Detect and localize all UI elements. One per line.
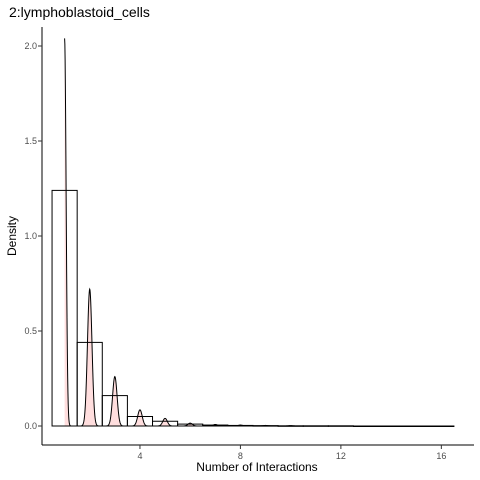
histogram-layer [52, 190, 454, 426]
density-curve [65, 38, 449, 426]
x-tick-label: 16 [436, 451, 446, 461]
y-axis-ticks: 0.0 0.5 1.0 1.5 2.0 [24, 41, 42, 431]
x-tick-label: 4 [137, 451, 142, 461]
y-tick-label: 0.5 [24, 326, 37, 336]
density-line-layer [65, 38, 449, 426]
y-tick-label: 1.5 [24, 136, 37, 146]
y-axis-label: Density [5, 216, 19, 256]
y-tick-label: 2.0 [24, 41, 37, 51]
density-fill-layer [65, 38, 449, 426]
chart-title: 2:lymphoblastoid_cells [9, 4, 150, 20]
plot-area [52, 38, 454, 426]
y-tick-label: 0.0 [24, 421, 37, 431]
density-area [65, 38, 449, 426]
x-axis-ticks: 4 8 12 16 [137, 445, 446, 461]
x-tick-label: 12 [336, 451, 346, 461]
x-axis-label: Number of Interactions [196, 460, 317, 474]
y-tick-label: 1.0 [24, 231, 37, 241]
